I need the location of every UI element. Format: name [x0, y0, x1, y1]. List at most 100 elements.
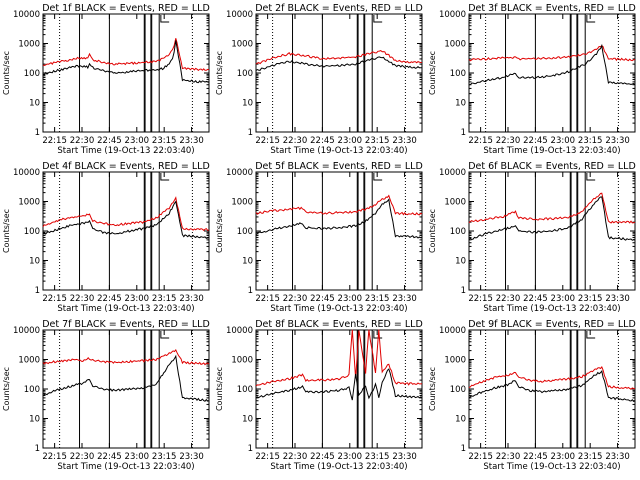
x-tick-label: 23:00 [125, 452, 150, 462]
x-tick-label: 22:15 [255, 294, 280, 304]
x-tick-label: 23:15 [578, 452, 603, 462]
x-tick-label: 22:45 [97, 294, 122, 304]
y-tick-label: 1000 [231, 198, 253, 208]
corner-bracket-marker [586, 331, 596, 339]
y-tick-label: 1 [35, 286, 40, 296]
x-tick-label: 22:45 [523, 136, 548, 146]
panel-title: Det 7f BLACK = Events, RED = LLD [42, 319, 210, 330]
detector-panel-9: Det 9f BLACK = Events, RED = LLD 1 10 100 10… [428, 319, 636, 472]
events-series-line [255, 368, 423, 401]
corner-bracket-marker [160, 15, 170, 23]
corner-bracket-marker [160, 331, 170, 339]
y-tick-label: 100 [237, 69, 253, 79]
y-tick-label: 10000 [13, 10, 40, 20]
y-tick-label: 100 [450, 227, 466, 237]
x-tick-label: 22:15 [468, 452, 493, 462]
x-tick-label: 22:30 [70, 136, 95, 146]
y-tick-label: 1 [461, 128, 466, 138]
y-tick-label: 1 [35, 128, 40, 138]
y-tick-label: 100 [237, 385, 253, 395]
y-tick-label: 1000 [231, 40, 253, 50]
x-tick-label: 23:30 [179, 452, 204, 462]
y-tick-label: 1 [248, 286, 253, 296]
corner-bracket-marker [586, 173, 596, 181]
lld-series-line [468, 366, 636, 390]
y-tick-label: 1000 [444, 40, 466, 50]
x-tick-label: 23:30 [605, 452, 630, 462]
panel-title: Det 3f BLACK = Events, RED = LLD [468, 3, 636, 14]
events-series-line [468, 43, 636, 86]
y-axis-label: Counts/sec [428, 367, 437, 411]
x-tick-label: 22:30 [283, 136, 308, 146]
detector-panel-5: Det 5f BLACK = Events, RED = LLD 1 10 100 10… [215, 161, 423, 314]
y-tick-label: 10 [242, 257, 253, 267]
x-tick-label: 22:45 [523, 452, 548, 462]
events-series-line [42, 354, 210, 402]
lld-series-line [468, 192, 636, 224]
x-tick-label: 23:15 [365, 294, 390, 304]
x-tick-label: 23:00 [551, 136, 576, 146]
x-tick-label: 22:15 [468, 136, 493, 146]
detector-panel-8: Det 8f BLACK = Events, RED = LLD 1 10 100 10… [215, 319, 423, 472]
y-axis-label: Counts/sec [2, 367, 11, 411]
y-tick-label: 100 [24, 69, 40, 79]
events-series-line [255, 56, 422, 71]
x-tick-label: 23:30 [392, 294, 417, 304]
x-tick-label: 23:30 [179, 294, 204, 304]
y-tick-label: 10000 [226, 326, 253, 336]
x-tick-label: 23:15 [578, 136, 603, 146]
x-tick-label: 22:45 [97, 452, 122, 462]
events-series-line [42, 200, 210, 239]
y-axis-label: Counts/sec [215, 51, 224, 95]
x-tick-label: 23:00 [338, 136, 363, 146]
events-series-line [468, 196, 636, 241]
panel-title: Det 8f BLACK = Events, RED = LLD [255, 319, 423, 330]
lld-series-line [42, 38, 210, 72]
y-tick-label: 1 [248, 444, 253, 454]
events-series-line [468, 369, 636, 403]
x-tick-label: 23:15 [152, 136, 177, 146]
y-tick-label: 100 [24, 385, 40, 395]
y-axis-label: Counts/sec [428, 51, 437, 95]
events-series-line [255, 198, 423, 239]
y-tick-label: 10000 [13, 168, 40, 178]
x-tick-label: 22:15 [468, 294, 493, 304]
y-tick-label: 10 [455, 257, 466, 267]
x-axis-label: Start Time (19-Oct-13 22:03:40) [57, 304, 194, 314]
y-tick-label: 1000 [444, 356, 466, 366]
detector-panel-6: Det 6f BLACK = Events, RED = LLD 1 10 100 10… [428, 161, 636, 314]
x-axis-label: Start Time (19-Oct-13 22:03:40) [57, 462, 194, 472]
y-axis-label: Counts/sec [215, 367, 224, 411]
x-axis-label: Start Time (19-Oct-13 22:03:40) [270, 462, 407, 472]
corner-bracket-marker [160, 173, 170, 181]
x-tick-label: 22:15 [42, 136, 67, 146]
y-tick-label: 10000 [226, 168, 253, 178]
y-axis-label: Counts/sec [428, 209, 437, 253]
x-tick-label: 23:30 [392, 452, 417, 462]
y-tick-label: 1000 [18, 40, 40, 50]
x-tick-label: 23:30 [605, 294, 630, 304]
x-tick-label: 22:15 [255, 452, 280, 462]
y-tick-label: 10 [29, 99, 40, 109]
x-tick-label: 22:45 [523, 294, 548, 304]
x-axis-label: Start Time (19-Oct-13 22:03:40) [483, 146, 620, 156]
x-axis-label: Start Time (19-Oct-13 22:03:40) [483, 304, 620, 314]
x-tick-label: 23:00 [551, 452, 576, 462]
x-tick-label: 23:00 [125, 294, 150, 304]
y-tick-label: 100 [450, 69, 466, 79]
y-tick-label: 100 [450, 385, 466, 395]
x-tick-label: 23:15 [365, 452, 390, 462]
lld-series-line [255, 329, 423, 387]
lld-series-line [255, 194, 423, 216]
x-tick-label: 22:30 [496, 452, 521, 462]
panel-title: Det 6f BLACK = Events, RED = LLD [468, 161, 636, 172]
x-tick-label: 23:30 [179, 136, 204, 146]
x-tick-label: 22:30 [283, 452, 308, 462]
y-tick-label: 10 [455, 99, 466, 109]
y-tick-label: 10000 [13, 326, 40, 336]
x-tick-label: 22:30 [70, 294, 95, 304]
y-tick-label: 1000 [231, 356, 253, 366]
detector-panel-2: Det 2f BLACK = Events, RED = LLD 1 10 100 10… [215, 3, 423, 156]
corner-bracket-marker [586, 15, 596, 23]
